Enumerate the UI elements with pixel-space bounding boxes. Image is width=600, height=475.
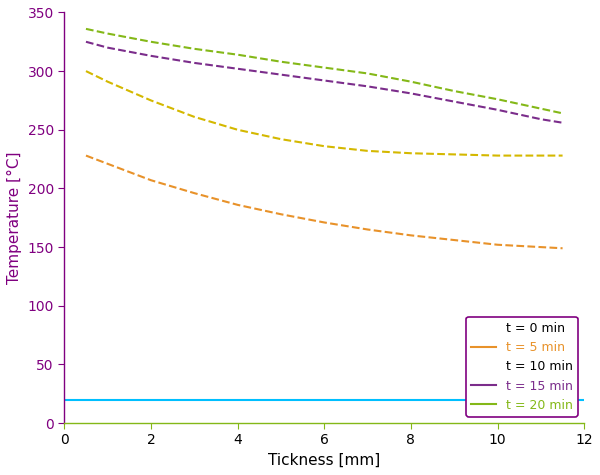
Y-axis label: Temperature [°C]: Temperature [°C] (7, 152, 22, 284)
Legend: t = 0 min, t = 5 min, t = 10 min, t = 15 min, t = 20 min: t = 0 min, t = 5 min, t = 10 min, t = 15… (466, 317, 578, 417)
X-axis label: Tickness [mm]: Tickness [mm] (268, 453, 380, 468)
